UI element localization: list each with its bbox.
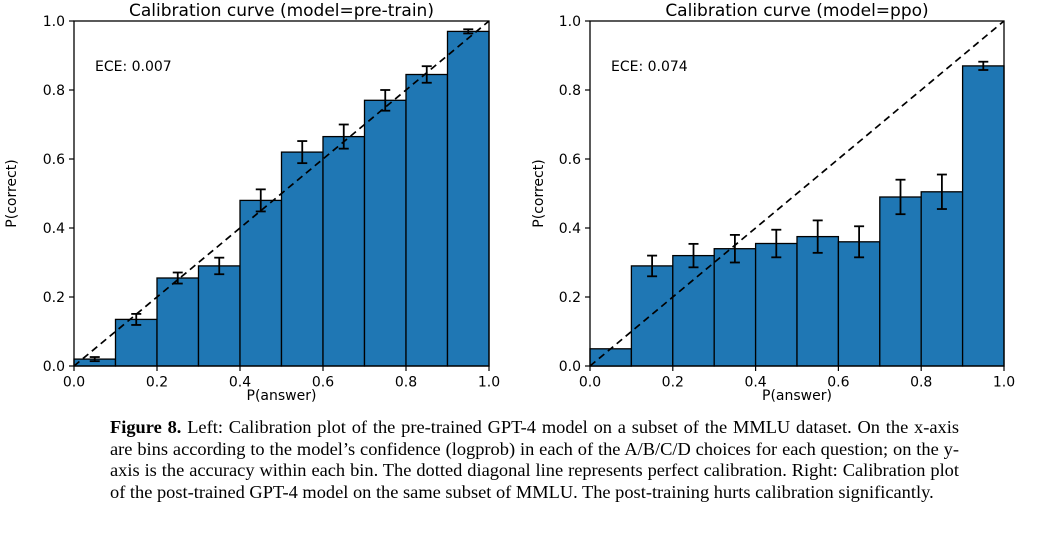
y-tick-label: 0.4	[559, 221, 581, 237]
caption-label: Figure 8.	[110, 417, 182, 437]
error-bar	[421, 65, 432, 84]
error-bar	[131, 313, 142, 326]
calibration-chart-svg: 0.0 0.2 0.4 0.6 0.8 1.0 0.0 0.2 0.4 0.6 0.8 1.0 Cali…	[531, 1, 1015, 404]
error-bar	[214, 256, 225, 276]
histogram-bar	[961, 65, 1005, 367]
y-tick-label: 0.4	[43, 221, 65, 237]
error-bar	[854, 225, 865, 259]
error-bar	[380, 89, 391, 112]
histogram-bar	[630, 265, 674, 367]
x-tick-label: 0.6	[827, 375, 849, 391]
perfect-calibration-line	[73, 20, 490, 367]
x-tick-label: 0.4	[744, 375, 766, 391]
y-tick-label: 1.0	[43, 14, 65, 30]
x-tick-label: 1.0	[993, 375, 1015, 391]
error-bar	[688, 242, 699, 269]
plot-frame	[73, 20, 490, 367]
chart-title: Calibration curve (model=ppo)	[665, 1, 928, 21]
error-bar	[729, 233, 740, 264]
chart-title: Calibration curve (model=pre-train)	[129, 1, 434, 21]
histogram-bar	[796, 235, 840, 367]
y-tick-label: 0.6	[559, 152, 581, 168]
histogram-bar	[363, 99, 407, 367]
y-tick-label: 0.8	[43, 83, 65, 99]
error-bar	[89, 356, 100, 363]
y-tick-label: 0.6	[43, 152, 65, 168]
ece-annotation: ECE: 0.007	[95, 59, 172, 75]
y-tick-label: 1.0	[559, 14, 581, 30]
y-tick-label: 0.0	[43, 359, 65, 375]
histogram-bar	[672, 254, 715, 367]
caption-body: Left: Calibration plot of the pre-traine…	[110, 417, 960, 502]
error-bar	[255, 188, 266, 213]
x-tick-label: 0.4	[229, 375, 251, 391]
error-bar	[812, 219, 823, 254]
perfect-calibration-line	[589, 20, 1005, 367]
histogram-bar	[879, 196, 922, 367]
histogram-bar	[920, 191, 964, 367]
error-bar	[463, 28, 474, 35]
x-axis-label: P(answer)	[247, 388, 317, 404]
histogram-bar	[239, 199, 283, 367]
y-axis-label: P(correct)	[4, 159, 20, 227]
error-bar	[297, 140, 308, 165]
histogram-bar	[837, 241, 881, 367]
x-tick-label: 0.0	[579, 375, 601, 391]
histogram-bar	[713, 248, 757, 367]
x-tick-label: 0.2	[662, 375, 684, 391]
chart-pretrain: 0.0 0.2 0.4 0.6 0.8 1.0 0.0 0.2 0.4 0.6 0.8 1.0 Cali…	[0, 0, 527, 412]
histogram-bar	[589, 348, 633, 367]
x-tick-label: 0.0	[63, 375, 85, 391]
histogram-bar	[322, 135, 366, 367]
y-axis-label: P(correct)	[531, 159, 547, 227]
x-tick-label: 0.2	[146, 375, 168, 391]
error-bar	[978, 60, 989, 71]
histogram-bar	[446, 30, 490, 367]
y-tick-label: 0.2	[559, 290, 581, 306]
ece-annotation: ECE: 0.074	[611, 59, 688, 75]
x-tick-label: 0.8	[395, 375, 417, 391]
charts-row: 0.0 0.2 0.4 0.6 0.8 1.0 0.0 0.2 0.4 0.6 0.8 1.0 Cali…	[0, 0, 1054, 412]
histogram-bar	[754, 242, 798, 367]
x-axis-label: P(answer)	[762, 388, 832, 404]
calibration-chart-svg: 0.0 0.2 0.4 0.6 0.8 1.0 0.0 0.2 0.4 0.6 0.8 1.0 Cali…	[4, 1, 500, 404]
error-bar	[895, 178, 906, 216]
plot-frame	[589, 20, 1005, 367]
x-tick-label: 1.0	[478, 375, 500, 391]
error-bar	[647, 254, 658, 278]
error-bar	[172, 271, 183, 285]
error-bar	[936, 173, 947, 210]
error-bar	[338, 123, 349, 150]
histogram-bar	[280, 151, 324, 367]
figure-caption: Figure 8. Left: Calibration plot of the …	[110, 417, 959, 503]
chart-ppo: 0.0 0.2 0.4 0.6 0.8 1.0 0.0 0.2 0.4 0.6 0.8 1.0 Cali…	[527, 0, 1054, 412]
x-tick-label: 0.8	[910, 375, 932, 391]
histogram-bar	[405, 73, 449, 367]
y-tick-label: 0.2	[43, 290, 65, 306]
y-tick-label: 0.8	[559, 83, 581, 99]
histogram-bar	[197, 265, 241, 367]
error-bar	[771, 228, 782, 259]
y-tick-label: 0.0	[559, 359, 581, 375]
x-tick-label: 0.6	[312, 375, 334, 391]
